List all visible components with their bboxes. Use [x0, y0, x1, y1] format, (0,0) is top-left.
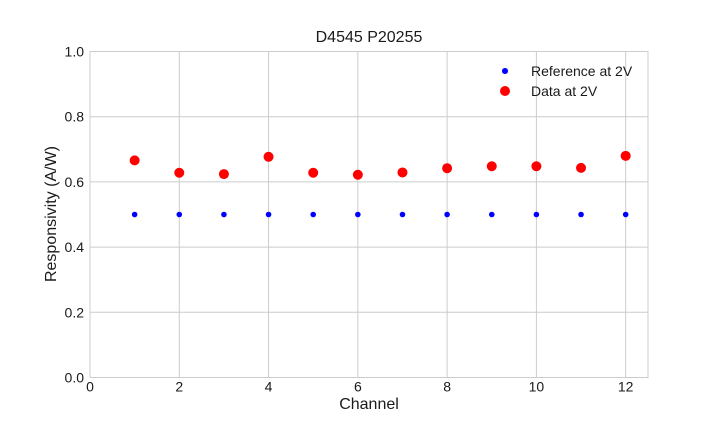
y-axis-label: Responsivity (A/W) [43, 145, 60, 283]
data-point-ch2 [174, 167, 185, 178]
y-tick-label: 0.6 [65, 174, 85, 190]
reference-point-ch5 [310, 211, 317, 218]
legend-marker-slot [493, 86, 517, 96]
reference-point-ch12 [622, 211, 629, 218]
x-axis-label: Channel [339, 396, 399, 413]
y-tick-label: 0.4 [65, 239, 85, 255]
legend-label-reference: Reference at 2V [531, 63, 633, 79]
plot-area-border [89, 51, 649, 378]
reference-point-ch7 [399, 211, 406, 218]
legend-entry-data: Data at 2V [493, 81, 632, 101]
reference-point-ch10 [533, 211, 540, 218]
data-series-marker-icon [500, 86, 510, 96]
y-tick-label: 0.2 [65, 304, 85, 320]
x-tick-label: 4 [265, 379, 273, 395]
chart-legend: Reference at 2V Data at 2V [493, 61, 632, 101]
data-point-ch6 [352, 169, 363, 180]
data-point-ch8 [442, 163, 453, 174]
x-tick-label: 0 [86, 379, 94, 395]
reference-point-ch4 [265, 211, 272, 218]
reference-point-ch8 [444, 211, 450, 218]
data-point-ch9 [486, 161, 497, 172]
x-tick-label: 2 [175, 379, 183, 395]
y-tick-label: 1.0 [65, 44, 85, 60]
y-tick-label: 0.0 [65, 370, 85, 386]
legend-label-data: Data at 2V [531, 83, 598, 99]
data-point-ch4 [263, 151, 274, 162]
y-tick-label: 0.8 [65, 109, 85, 125]
x-tick-label: 10 [529, 379, 545, 395]
reference-point-ch2 [176, 211, 183, 218]
data-point-ch7 [397, 167, 408, 178]
reference-point-ch6 [355, 211, 361, 218]
x-tick-label: 8 [443, 379, 451, 395]
x-tick-label: 6 [354, 379, 362, 395]
reference-point-ch9 [488, 211, 495, 218]
data-point-ch1 [129, 155, 140, 166]
legend-marker-slot [493, 68, 517, 74]
data-point-ch10 [531, 161, 542, 172]
data-point-ch12 [620, 150, 631, 161]
reference-point-ch3 [221, 211, 227, 218]
reference-point-ch11 [578, 211, 584, 218]
data-point-ch3 [218, 169, 229, 180]
data-point-ch11 [576, 162, 587, 173]
chart-title: D4545 P20255 [315, 29, 423, 46]
data-point-ch5 [308, 167, 319, 178]
reference-series-marker-icon [502, 68, 508, 74]
legend-entry-reference: Reference at 2V [493, 61, 632, 81]
x-tick-label: 12 [618, 379, 634, 395]
reference-point-ch1 [131, 211, 138, 218]
